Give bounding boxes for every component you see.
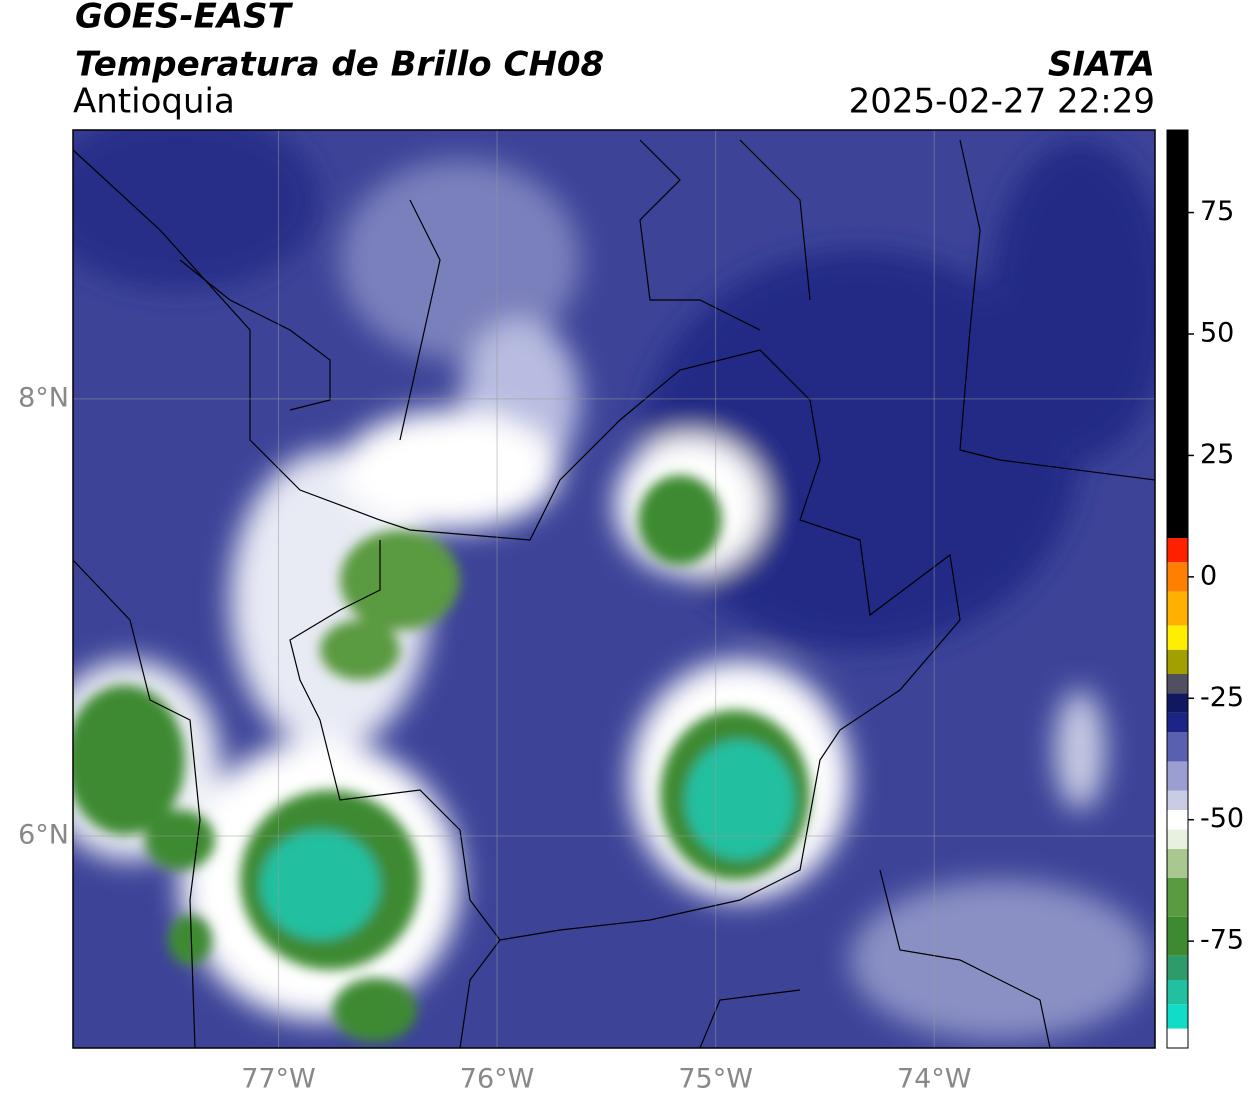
- colorbar-segment: [1167, 761, 1188, 791]
- colorbar-segment: [1167, 878, 1188, 917]
- colorbar-segment: [1167, 790, 1188, 810]
- colorbar-segment: [1167, 538, 1188, 563]
- colorbar-segment: [1167, 130, 1188, 538]
- imagery: [73, 130, 1155, 1048]
- colorbar-tick-label: 50: [1200, 318, 1234, 349]
- colorbar-segment: [1167, 848, 1188, 878]
- colorbar-tick-label: 75: [1200, 196, 1234, 227]
- colorbar-segment: [1167, 1004, 1188, 1029]
- product: Temperatura de Brillo CH08: [75, 45, 604, 85]
- x-tick-label: 77°W: [241, 1064, 316, 1095]
- region: Antioquia: [73, 82, 235, 122]
- x-tick-label: 76°W: [460, 1064, 535, 1095]
- colorbar-tick-label: -75: [1200, 925, 1244, 956]
- colorbar-segment: [1167, 625, 1188, 650]
- colorbar-tick-label: -25: [1200, 682, 1244, 713]
- colorbar-segment: [1167, 732, 1188, 762]
- x-tick-label: 75°W: [678, 1064, 753, 1095]
- colorbar-tick-label: -50: [1200, 803, 1244, 834]
- colorbar-segment: [1167, 980, 1188, 1005]
- y-tick-label: 8°N: [18, 382, 69, 413]
- colorbar-frame: [1166, 129, 1189, 1049]
- colorbar-segment: [1167, 955, 1188, 980]
- source: SIATA: [1048, 45, 1155, 85]
- x-tick-label: 74°W: [897, 1064, 972, 1095]
- map-frame: [72, 129, 1156, 1049]
- colorbar-segment: [1167, 1028, 1188, 1048]
- colorbar-tick-label: 0: [1200, 560, 1217, 591]
- cold-tops: [73, 475, 810, 1042]
- y-tick-label: 6°N: [18, 819, 69, 850]
- colorbar-segment: [1167, 916, 1188, 956]
- colorbar-tick-label: 25: [1200, 439, 1234, 470]
- colorbar-segment: [1167, 674, 1188, 694]
- boundaries: [73, 139, 1155, 1048]
- colorbar-segment: [1167, 810, 1188, 830]
- colorbar-segment: [1167, 712, 1188, 733]
- colorbar-segment: [1167, 829, 1188, 849]
- colorbar-segment: [1167, 562, 1188, 592]
- timestamp: 2025-02-27 22:29: [849, 82, 1155, 122]
- colorbar-segment: [1167, 591, 1188, 626]
- colorbar-segment: [1167, 693, 1188, 713]
- colorbar-segment: [1167, 649, 1188, 674]
- satellite: GOES-EAST: [75, 0, 294, 37]
